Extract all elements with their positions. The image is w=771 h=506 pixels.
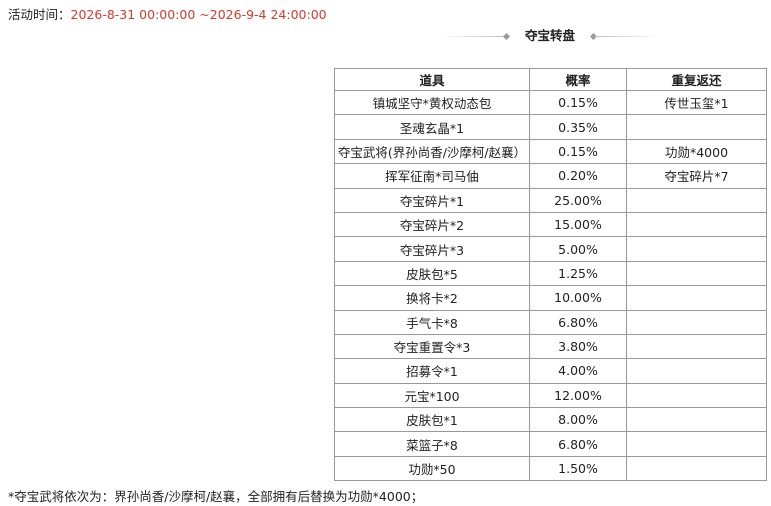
cell-item: 夺宝武将(界孙尚香/沙摩柯/赵襄） bbox=[334, 138, 530, 165]
cell-item: 皮肤包*5 bbox=[334, 260, 530, 287]
cell-bonus bbox=[626, 260, 767, 287]
cell-item: 手气卡*8 bbox=[334, 309, 530, 335]
cell-bonus bbox=[626, 382, 767, 409]
table-row: 换将卡*2 10.00% bbox=[334, 285, 767, 311]
table-row: 招募令*1 4.00% bbox=[334, 358, 767, 384]
cell-rate: 8.00% bbox=[529, 407, 627, 433]
event-time: 活动时间：2026-8-31 00:00:00 ~2026-9-4 24:00:… bbox=[8, 4, 327, 23]
cell-rate: 6.80% bbox=[529, 309, 627, 335]
column-header: 道具 bbox=[334, 68, 530, 91]
table-row: 手气卡*8 6.80% bbox=[334, 309, 767, 335]
divider bbox=[440, 36, 506, 37]
cell-rate: 1.25% bbox=[529, 260, 627, 287]
table-row: 夺宝重置令*3 3.80% bbox=[334, 333, 767, 360]
cell-bonus bbox=[626, 236, 767, 262]
event-time-label: 活动时间： bbox=[8, 7, 71, 22]
cell-bonus bbox=[626, 114, 767, 140]
cell-rate: 10.00% bbox=[529, 285, 627, 311]
table-row: 皮肤包*1 8.00% bbox=[334, 407, 767, 433]
cell-rate: 6.80% bbox=[529, 431, 627, 457]
table-row: 镇城坚守*黄权动态包 0.15% 传世玉玺*1 bbox=[334, 89, 767, 116]
cell-bonus bbox=[626, 211, 767, 238]
cell-item: 功勋*50 bbox=[334, 455, 530, 482]
cell-bonus bbox=[626, 309, 767, 335]
table-body: 镇城坚守*黄权动态包 0.15% 传世玉玺*1 圣魂玄晶*1 0.35% 夺宝武将(界孙尚… bbox=[334, 89, 767, 482]
prize-table: 道具 概率 重复返还 镇城坚守*黄权动态包 0.15% 传世玉玺*1 圣魂玄晶*1 0.35… bbox=[334, 68, 767, 482]
cell-rate: 0.20% bbox=[529, 163, 627, 189]
cell-bonus bbox=[626, 431, 767, 457]
cell-rate: 25.00% bbox=[529, 187, 627, 213]
cell-item: 夺宝碎片*2 bbox=[334, 211, 530, 238]
cell-bonus: 夺宝碎片*7 bbox=[626, 163, 767, 189]
footnote: *夺宝武将依次为：界孙尚香/沙摩柯/赵襄，全部拥有后替换为功勋*4000； bbox=[8, 489, 424, 504]
cell-bonus bbox=[626, 187, 767, 213]
table-row: 夺宝碎片*2 15.00% bbox=[334, 211, 767, 238]
section-title: 夺宝转盘 bbox=[524, 28, 575, 43]
cell-item: 招募令*1 bbox=[334, 358, 530, 384]
cell-rate: 3.80% bbox=[529, 333, 627, 360]
cell-bonus bbox=[626, 285, 767, 311]
section-header: 夺宝转盘 bbox=[440, 27, 660, 47]
cell-bonus bbox=[626, 358, 767, 384]
cell-item: 元宝*100 bbox=[334, 382, 530, 409]
cell-item: 夺宝碎片*1 bbox=[334, 187, 530, 213]
cell-item: 镇城坚守*黄权动态包 bbox=[334, 89, 530, 116]
cell-rate: 1.50% bbox=[529, 455, 627, 482]
table-row: 夺宝碎片*3 5.00% bbox=[334, 236, 767, 262]
cell-rate: 5.00% bbox=[529, 236, 627, 262]
table-row: 功勋*50 1.50% bbox=[334, 455, 767, 482]
column-header: 重复返还 bbox=[626, 68, 767, 91]
header-row: 道具 概率 重复返还 bbox=[334, 68, 767, 91]
table-row: 元宝*100 12.00% bbox=[334, 382, 767, 409]
cell-item: 挥军征南*司马伷 bbox=[334, 163, 530, 189]
cell-bonus: 功勋*4000 bbox=[626, 138, 767, 165]
column-header: 概率 bbox=[529, 68, 627, 91]
cell-rate: 0.15% bbox=[529, 89, 627, 116]
cell-item: 菜篮子*8 bbox=[334, 431, 530, 457]
table-row: 夺宝碎片*1 25.00% bbox=[334, 187, 767, 213]
cell-bonus bbox=[626, 455, 767, 482]
cell-item: 夺宝重置令*3 bbox=[334, 333, 530, 360]
table-row: 挥军征南*司马伷 0.20% 夺宝碎片*7 bbox=[334, 163, 767, 189]
cell-rate: 0.35% bbox=[529, 114, 627, 140]
event-time-value: 2026-8-31 00:00:00 ~2026-9-4 24:00:00 bbox=[70, 7, 327, 22]
table-row: 菜篮子*8 6.80% bbox=[334, 431, 767, 457]
cell-item: 夺宝碎片*3 bbox=[334, 236, 530, 262]
divider bbox=[594, 36, 660, 37]
cell-rate: 15.00% bbox=[529, 211, 627, 238]
table-row: 圣魂玄晶*1 0.35% bbox=[334, 114, 767, 140]
cell-rate: 4.00% bbox=[529, 358, 627, 384]
table-row: 夺宝武将(界孙尚香/沙摩柯/赵襄） 0.15% 功勋*4000 bbox=[334, 138, 767, 165]
cell-bonus: 传世玉玺*1 bbox=[626, 89, 767, 116]
cell-bonus bbox=[626, 333, 767, 360]
table-row: 皮肤包*5 1.25% bbox=[334, 260, 767, 287]
cell-rate: 12.00% bbox=[529, 382, 627, 409]
cell-item: 换将卡*2 bbox=[334, 285, 530, 311]
cell-item: 圣魂玄晶*1 bbox=[334, 114, 530, 140]
cell-item: 皮肤包*1 bbox=[334, 407, 530, 433]
cell-bonus bbox=[626, 407, 767, 433]
cell-rate: 0.15% bbox=[529, 138, 627, 165]
